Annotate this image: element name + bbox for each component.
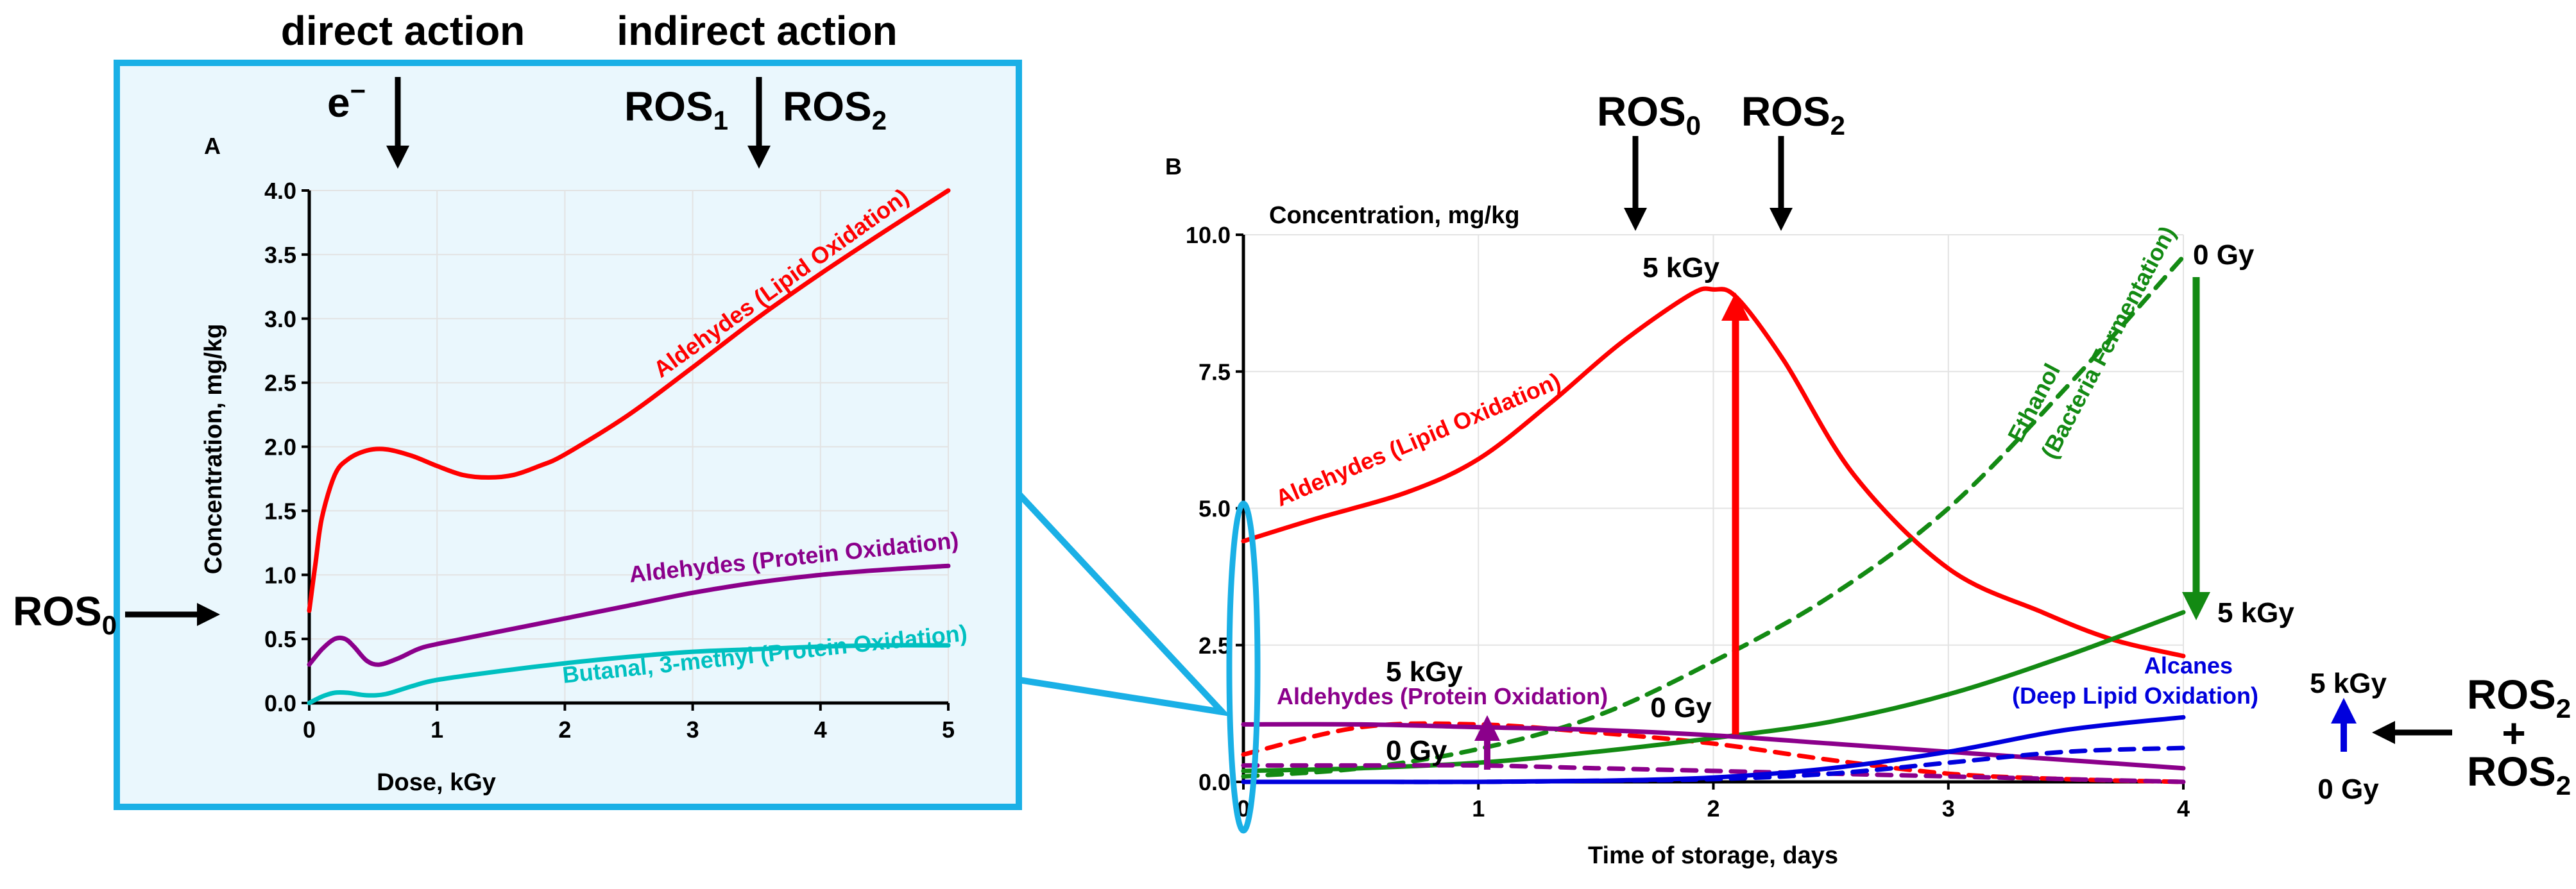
label-b-blue-5kgy: 5 kGy <box>2310 668 2387 699</box>
label-b-protein: Aldehydes (Protein Oxidation) <box>1277 683 1608 709</box>
x-tick-label: 1 <box>431 716 443 743</box>
panel-b-letter: B <box>1165 153 1182 180</box>
day0-highlight-ellipse <box>1226 500 1261 834</box>
label-b-blue-0gy: 0 Gy <box>2317 774 2379 805</box>
plus-sign: + <box>2502 710 2525 756</box>
label-b-green-0gy: 0 Gy <box>2193 239 2255 271</box>
x-tick-label: 2 <box>1707 795 1719 822</box>
ros2-right-bottom-label: ROS2 <box>2467 749 2571 800</box>
y-tick-label: 2.5 <box>1198 632 1231 659</box>
electron-label: e− <box>327 76 366 126</box>
series-line-b-5 <box>1241 763 2186 784</box>
label-b-red-5kgy: 5 kGy <box>1642 252 1719 284</box>
y-tick-label: 0.0 <box>1198 769 1231 795</box>
label-b-purple-5kgy: 5 kGy <box>1386 656 1463 688</box>
panel-b-xlabel: Time of storage, days <box>1588 842 1838 869</box>
panel-b-plot: 0 1 2 3 40.02.55.07.510.0 <box>1186 222 2190 822</box>
panel-a-xlabel: Dose, kGy <box>377 769 496 796</box>
y-tick-label: 10.0 <box>1186 222 1231 248</box>
ros2-b-label: ROS2 <box>1741 89 1845 140</box>
panel-a-ylabel: Concentration, mg/kg <box>200 324 227 575</box>
x-tick-label: 4 <box>2177 795 2190 822</box>
panel-b-title: Concentration, mg/kg <box>1269 202 1520 229</box>
y-tick-label: 1.5 <box>264 498 296 524</box>
y-tick-label: 7.5 <box>1198 359 1231 385</box>
label-b-alcanes-sub: (Deep Lipid Oxidation) <box>2012 682 2258 709</box>
label-b-green-5kgy: 5 kGy <box>2217 597 2294 629</box>
series-line-b-4 <box>1241 722 2186 771</box>
y-tick-label: 2.0 <box>264 434 296 461</box>
y-tick-label: 3.5 <box>264 242 296 268</box>
series-line-a-0 <box>307 188 951 613</box>
x-tick-label: 2 <box>558 716 571 743</box>
series-line-b-0 <box>1241 286 2186 659</box>
series-line-a-1 <box>307 563 951 667</box>
series-line-b-7 <box>1241 745 2186 784</box>
x-tick-label: 0 <box>303 716 316 743</box>
y-tick-label: 2.5 <box>264 370 296 396</box>
panel-a-plot: 0 1 2 3 4 5 0.0 0.5 1.0 1.5 2.0 2.5 3.0 3.5 4.0 <box>264 178 955 743</box>
y-tick-label: 0.5 <box>264 626 296 652</box>
series-line-a-2 <box>307 643 951 706</box>
label-b-purple-0gy: 0 Gy <box>1386 735 1447 766</box>
y-tick-label: 0.0 <box>264 690 296 716</box>
panel-a-letter: A <box>204 133 221 159</box>
x-tick-label: 4 <box>814 716 827 743</box>
ros0-b-label: ROS0 <box>1597 89 1701 140</box>
panel-a-frame <box>114 60 1022 810</box>
y-tick-label: 4.0 <box>264 178 296 204</box>
ros1-label: ROS1 <box>624 83 728 135</box>
y-tick-label: 5.0 <box>1198 496 1231 522</box>
ros0-left-label: ROS0 <box>13 588 117 640</box>
ros2-label: ROS2 <box>783 83 887 135</box>
x-tick-label: 3 <box>1942 795 1955 822</box>
zoom-connector <box>1016 491 1231 717</box>
ros2-right-top-label: ROS2 <box>2467 672 2571 724</box>
label-b-alcanes: Alcanes <box>2144 652 2233 679</box>
indirect-action-label: indirect action <box>617 8 897 54</box>
label-b-red-0gy: 0 Gy <box>1650 692 1712 724</box>
y-tick-label: 1.0 <box>264 562 296 588</box>
x-tick-label: 1 <box>1472 795 1485 822</box>
x-tick-label: 5 <box>942 716 955 743</box>
label-b-ethanol-sub: (Bacteria Fermentation) <box>2036 222 2181 463</box>
x-tick-label: 3 <box>687 716 699 743</box>
y-tick-label: 3.0 <box>264 306 296 332</box>
direct-action-label: direct action <box>281 8 525 54</box>
